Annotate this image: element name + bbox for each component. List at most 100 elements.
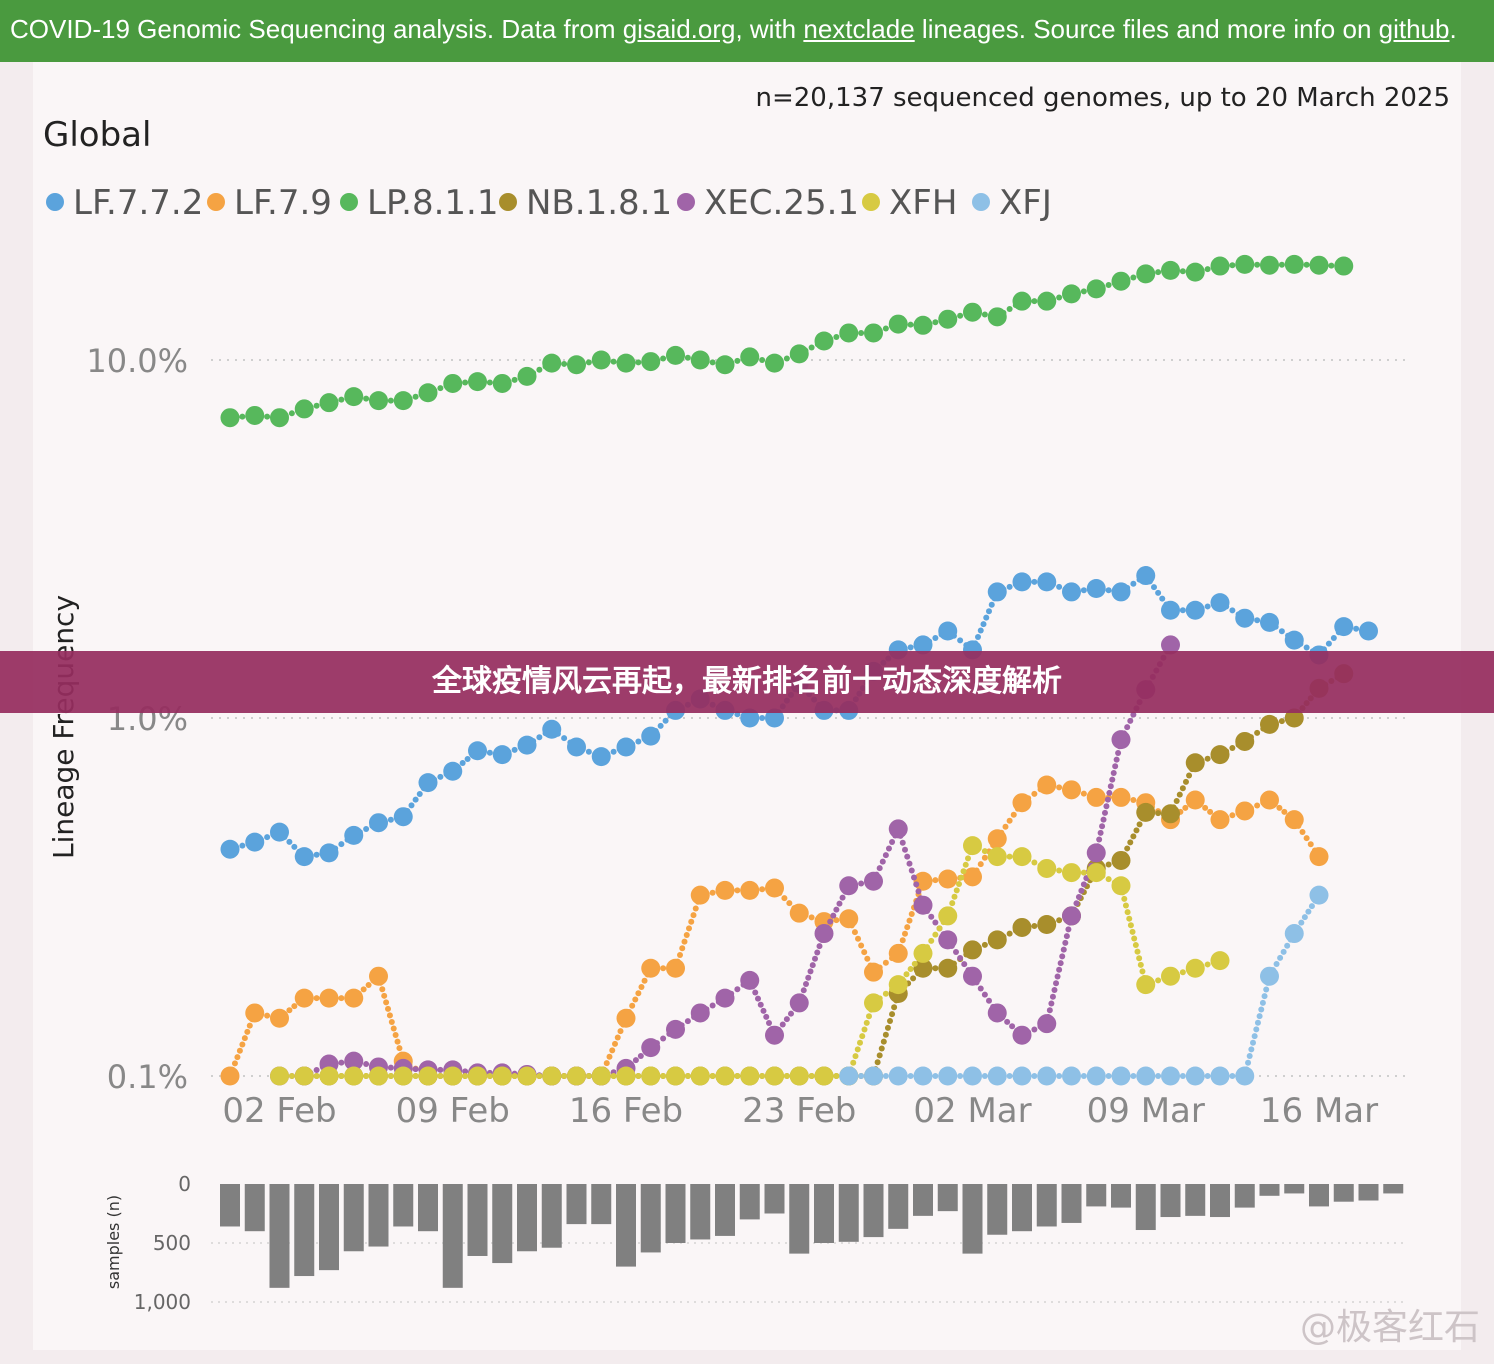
series-connector-dot	[363, 395, 370, 402]
series-connector-dot	[246, 1022, 253, 1029]
data-point	[1210, 1066, 1230, 1086]
samples-bar	[220, 1184, 240, 1227]
series-connector-dot	[1096, 836, 1103, 843]
series-connector-dot	[390, 1025, 397, 1032]
data-point	[1062, 863, 1081, 883]
data-point	[641, 1038, 661, 1058]
series-connector-dot	[887, 1017, 893, 1024]
series-connector-dot	[891, 1004, 898, 1011]
series-connector-dot	[387, 816, 394, 823]
x-ticks: 02 Feb 09 Feb 16 Feb 23 Feb 02 Mar 09 Mar 16 M…	[222, 1091, 1378, 1131]
data-point	[888, 943, 908, 963]
data-point	[1086, 787, 1106, 807]
series-connector-dot	[1130, 833, 1137, 840]
data-point	[888, 1066, 908, 1086]
samples-tick-label: 0	[178, 1172, 191, 1196]
data-point	[1111, 850, 1131, 870]
y-tick-label: 0.1%	[107, 1058, 188, 1096]
data-point	[393, 391, 413, 411]
data-point	[740, 708, 760, 728]
samples-bar	[343, 1184, 364, 1252]
series-connector-dot	[1049, 993, 1056, 1000]
series-connector-dot	[561, 360, 568, 367]
data-point	[1062, 284, 1081, 304]
data-point	[418, 773, 438, 793]
samples-bar	[492, 1184, 513, 1264]
series-connector-dot	[1056, 966, 1063, 973]
series-connector-dot	[1004, 1018, 1011, 1025]
series-connector-dot	[1330, 634, 1337, 641]
series-connector-dot	[981, 854, 988, 861]
series-connector-dot	[1080, 587, 1087, 594]
data-point	[492, 1066, 512, 1086]
series-connector-dot	[763, 1013, 770, 1020]
series-connector-dot	[1277, 954, 1284, 961]
github-link[interactable]: github	[1378, 14, 1450, 44]
series-connector-dot	[365, 981, 372, 988]
data-point	[220, 1066, 240, 1086]
data-point	[319, 1066, 339, 1086]
series-connector-dot	[1031, 298, 1038, 305]
legend: LF.7.7.2 LF.7.9 LP.8.1.1 NB.1.8.1 XEC.25.1 XF…	[46, 183, 1052, 223]
series-connector-dot	[800, 987, 807, 994]
data-point	[245, 832, 265, 852]
series	[294, 664, 1354, 1086]
data-point	[1185, 1066, 1205, 1086]
nextclade-link[interactable]: nextclade	[803, 14, 915, 44]
series-connector-dot	[416, 790, 423, 797]
series-connector-dot	[1130, 580, 1137, 587]
data-point	[1062, 780, 1081, 800]
series-connector-dot	[239, 1041, 246, 1048]
series-connector-dot	[812, 955, 818, 962]
series-connector-dot	[286, 838, 293, 845]
series-connector-dot	[462, 379, 469, 386]
data-point	[666, 345, 685, 365]
series-connector-dot	[291, 843, 298, 850]
series-connector-dot	[836, 900, 843, 907]
series-connector-dot	[462, 1073, 469, 1079]
samples-bar	[1259, 1184, 1280, 1196]
samples-bar	[616, 1184, 636, 1267]
data-point	[987, 307, 1007, 327]
data-point	[1037, 572, 1057, 592]
data-point	[1284, 810, 1304, 830]
series	[220, 254, 1354, 428]
series-connector-dot	[313, 851, 320, 858]
series-connector-dot	[858, 329, 865, 336]
series-connector-dot	[915, 888, 922, 895]
header-text-2: , with	[735, 14, 804, 44]
series-connector-dot	[1173, 798, 1180, 805]
samples-bar	[319, 1184, 339, 1271]
samples-bar	[294, 1184, 315, 1277]
series-connector-dot	[511, 1073, 518, 1079]
series-connector-dot	[629, 1002, 636, 1009]
series-connector-dot	[833, 1073, 840, 1079]
y-tick-label: 10.0%	[86, 342, 188, 380]
gisaid-link[interactable]: gisaid.org	[622, 14, 736, 44]
data-point	[1012, 917, 1032, 937]
series-connector-dot	[951, 893, 958, 900]
series-connector-dot	[709, 889, 716, 896]
data-point	[864, 962, 883, 982]
series-connector-dot	[981, 991, 988, 998]
series-connector-dot	[808, 914, 815, 921]
data-point	[1012, 572, 1032, 592]
header-text-1: COVID-19 Genomic Sequencing analysis. Da…	[10, 14, 623, 44]
data-point	[1062, 1066, 1081, 1086]
series-connector-dot	[983, 614, 990, 621]
samples-bars: 0 500 1,000	[134, 1172, 1407, 1314]
series-connector-dot	[1105, 587, 1112, 594]
series-connector-dot	[313, 995, 320, 1002]
data-point	[1309, 255, 1329, 275]
data-point	[1185, 600, 1205, 620]
series-connector-dot	[876, 1052, 883, 1059]
samples-bar	[269, 1184, 290, 1288]
series-connector-dot	[759, 357, 766, 364]
series-connector-dot	[965, 855, 971, 862]
data-point	[864, 1066, 883, 1086]
series-connector-dot	[781, 895, 788, 902]
series-connector-dot	[977, 985, 984, 992]
data-point	[913, 895, 933, 915]
series-connector-dot	[854, 1046, 861, 1053]
series-connector-dot	[1056, 867, 1063, 874]
